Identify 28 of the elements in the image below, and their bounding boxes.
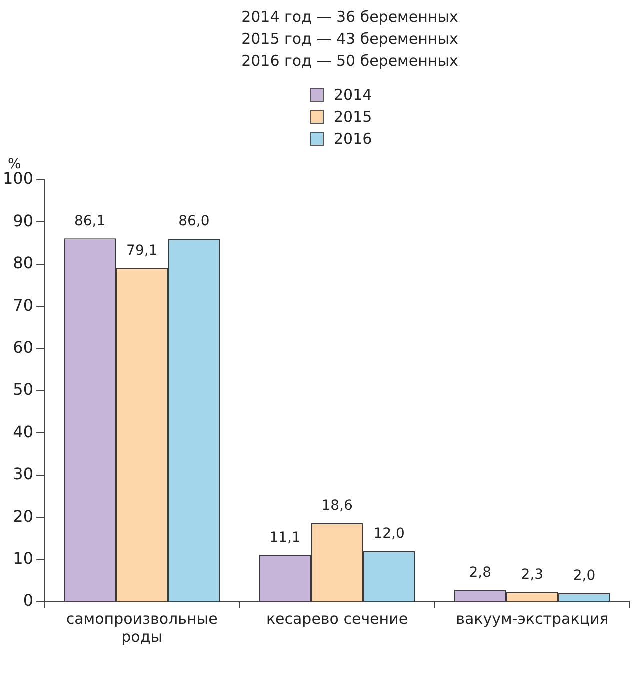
legend-label: 2014 xyxy=(334,85,372,106)
data-label: 86,1 xyxy=(74,213,106,230)
data-label: 2,8 xyxy=(469,564,492,581)
y-tick-label: 80 xyxy=(13,254,34,273)
y-tick-label: 20 xyxy=(13,506,34,526)
x-tick-label: вакуум-экстракция xyxy=(456,610,609,628)
text: 2014 год — 36 беременных xyxy=(240,7,460,28)
data-label: 12,0 xyxy=(374,526,405,542)
data-label: 11,1 xyxy=(270,530,301,546)
y-tick-label: 10 xyxy=(13,548,34,568)
text: 2016 год — 50 беременных xyxy=(240,51,460,72)
data-label: 2,3 xyxy=(521,566,544,583)
legend-label: 2016 xyxy=(334,129,372,150)
x-tick-label: кесарево сечение xyxy=(266,610,408,628)
y-tick-label: 0 xyxy=(23,591,34,610)
y-tick-label: 30 xyxy=(13,464,34,484)
legend-label: 2015 xyxy=(334,107,372,128)
y-tick-label: 60 xyxy=(13,338,34,357)
data-label: 18,6 xyxy=(322,498,353,514)
y-tick-label: 90 xyxy=(13,211,34,230)
y-tick-label: 50 xyxy=(13,380,34,400)
data-label: 2,0 xyxy=(573,568,596,584)
data-label: 79,1 xyxy=(126,242,158,259)
x-tick-label: самопроизвольные роды xyxy=(66,610,218,646)
data-label: 86,0 xyxy=(178,214,210,230)
y-tick-label: 40 xyxy=(13,422,34,442)
y-tick-label: 70 xyxy=(13,296,34,315)
text: 2015 год — 43 беременных xyxy=(240,29,460,50)
